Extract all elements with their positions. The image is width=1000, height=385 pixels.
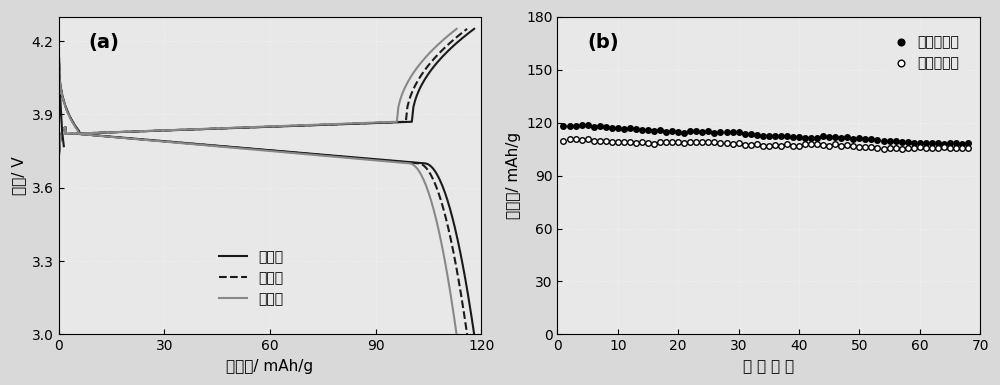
X-axis label: 循 环 次 数: 循 环 次 数 [743, 359, 794, 374]
放电比容量 [938, 145, 950, 150]
充电比容量 [926, 141, 938, 145]
X-axis label: 比容量/ mAh/g: 比容量/ mAh/g [226, 359, 313, 374]
Legend: 充电比容量, 放电比容量: 充电比容量, 放电比容量 [890, 30, 965, 76]
充电比容量 [920, 141, 932, 145]
放电比容量 [853, 144, 865, 149]
Line: 放电比容量: 放电比容量 [561, 136, 971, 152]
放电比容量 [884, 146, 896, 151]
Y-axis label: 电压/ V: 电压/ V [11, 156, 26, 195]
充电比容量 [853, 136, 865, 141]
充电比容量 [932, 141, 944, 146]
充电比容量 [956, 141, 968, 146]
放电比容量 [835, 144, 847, 148]
充电比容量 [835, 136, 847, 141]
放电比容量 [570, 137, 582, 142]
放电比容量 [962, 146, 974, 150]
充电比容量 [557, 124, 569, 129]
Text: (b): (b) [587, 32, 619, 52]
放电比容量 [557, 138, 569, 143]
放电比容量 [932, 146, 944, 151]
充电比容量 [884, 139, 896, 143]
充电比容量 [962, 141, 974, 145]
放电比容量 [896, 146, 908, 151]
Line: 充电比容量: 充电比容量 [561, 122, 971, 146]
放电比容量 [926, 146, 938, 150]
充电比容量 [576, 123, 588, 127]
Legend: 第一次, 第二次, 第三次: 第一次, 第二次, 第三次 [213, 244, 289, 311]
Y-axis label: 比容量/ mAh/g: 比容量/ mAh/g [506, 132, 521, 219]
Text: (a): (a) [88, 32, 119, 52]
